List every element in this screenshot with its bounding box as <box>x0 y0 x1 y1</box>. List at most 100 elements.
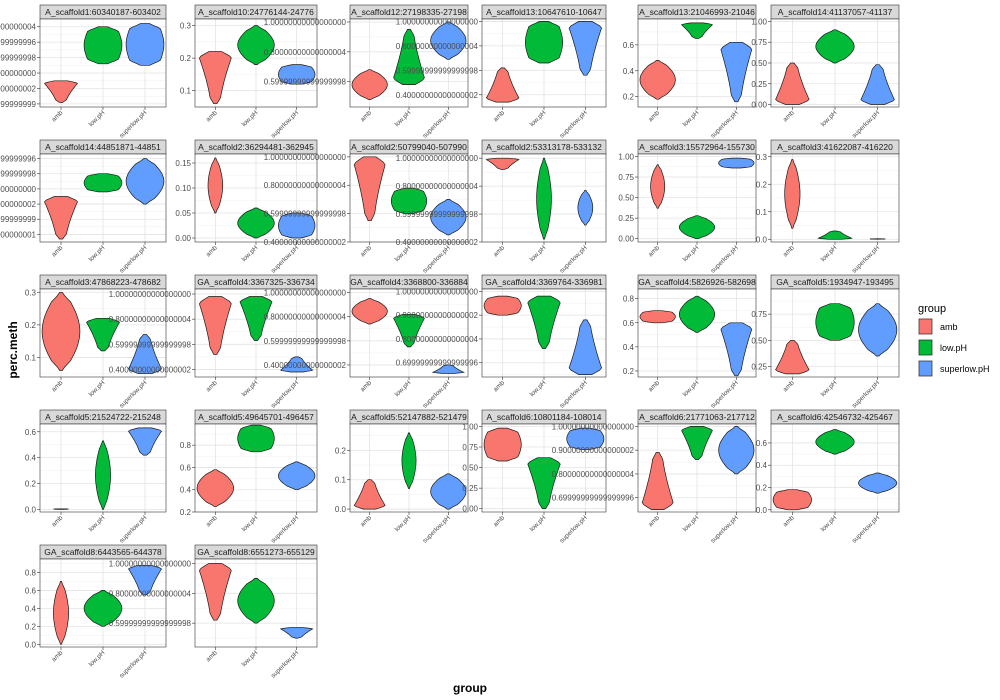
y-tick-label: 0.8 <box>623 295 635 304</box>
y-tick-label: 0.75 <box>618 173 634 182</box>
facet-panels: A_scaffold1:60340187-603402 0.29999999999… <box>0 4 900 680</box>
violin-low-ph <box>390 187 428 214</box>
x-tick-label: amb <box>647 109 661 123</box>
facet-title: GA_scaffold4:3367325-336734 <box>197 277 315 287</box>
y-tick-label: 0.0 <box>25 640 37 649</box>
violin-superlow-ph <box>860 64 895 105</box>
y-tick-label: 0.59999999999999998 <box>396 66 479 75</box>
y-tick-label: 0.3 <box>180 22 192 31</box>
facet-title: A_scaffold2:36294481-362945 <box>198 142 314 152</box>
y-tick-label: 0.69999999999999996 <box>0 155 37 164</box>
legend-swatch <box>918 339 933 356</box>
y-tick-label: 0.50 <box>462 464 478 473</box>
x-tick-label: superlow.pH <box>421 109 451 139</box>
x-tick-label: superlow.pH <box>118 379 148 409</box>
violin-amb <box>351 298 388 325</box>
violin-amb <box>199 563 232 621</box>
x-tick-label: amb <box>51 649 65 663</box>
x-tick-label: superlow.pH <box>118 514 148 544</box>
y-tick-label: 0.1 <box>25 353 37 362</box>
y-tick-label: 0.20000000000000001 <box>0 230 37 239</box>
x-tick-label: amb <box>51 379 65 393</box>
y-tick-label: 0.80000000000000004 <box>396 42 479 51</box>
y-tick-label: 0.40000000000000002 <box>264 361 347 370</box>
violin-low-ph <box>815 29 855 64</box>
violin-superlow-ph <box>279 356 314 373</box>
violin-superlow-ph <box>858 472 898 494</box>
x-tick-label: low.pH <box>529 379 548 398</box>
violin-low-ph <box>393 313 425 348</box>
x-tick-label: low.pH <box>682 379 701 398</box>
violin-amb <box>775 339 810 375</box>
y-tick-label: 0.2 <box>623 367 635 376</box>
y-tick-label: 0.2 <box>25 622 37 631</box>
y-tick-label: 0.6 <box>756 439 768 448</box>
facet-title: A_scaffold3:41622087-416220 <box>777 142 893 152</box>
x-tick-label: superlow.pH <box>709 244 739 274</box>
facet-panel: A_scaffold5:52147882-521479 0.0 0.1 0.2 amb l… <box>335 409 469 545</box>
x-tick-label: superlow.pH <box>558 244 588 274</box>
x-tick-label: amb <box>359 379 373 393</box>
y-tick-label: 0.1 <box>335 476 347 485</box>
y-tick-label: 0.50 <box>751 336 767 345</box>
violin-amb <box>207 157 224 214</box>
violin-amb <box>199 51 232 105</box>
x-tick-label: low.pH <box>241 244 260 263</box>
y-tick-label: 0.2 <box>756 483 768 492</box>
legend-label: amb <box>940 322 958 332</box>
x-tick-label: low.pH <box>820 109 839 128</box>
x-tick-label: low.pH <box>394 244 413 263</box>
facet-title: GA_scaffold8:6443565-644378 <box>44 547 162 557</box>
legend-label: superlow.pH <box>940 364 990 374</box>
violin-amb <box>775 62 810 105</box>
facet-title: A_scaffold1:60340187-603402 <box>45 7 161 17</box>
y-tick-label: 0.1 <box>756 208 768 217</box>
y-tick-label: 0.69999999999999996 <box>396 359 479 368</box>
y-tick-label: 1.00000000000000000 <box>264 18 347 27</box>
y-tick-label: 1.00000000000000000 <box>264 153 347 162</box>
y-tick-label: 0.80000000000000004 <box>264 48 347 57</box>
violin-low-ph <box>817 230 853 240</box>
y-tick-label: 0.59999999999999998 <box>0 170 37 179</box>
violin-amb <box>353 156 386 222</box>
y-axis-title: perc.meth <box>6 321 20 378</box>
y-tick-label: 1.00000000000000000 <box>396 17 479 26</box>
x-tick-label: superlow.pH <box>558 109 588 139</box>
facet-panel: A_scaffold10:24776144-24776 0.1 0.2 0.3 amb l… <box>180 4 318 140</box>
x-tick-label: superlow.pH <box>270 109 300 139</box>
x-tick-label: low.pH <box>820 514 839 533</box>
x-tick-label: amb <box>647 379 661 393</box>
y-tick-label: 0.25 <box>751 363 767 372</box>
violin-low-ph <box>401 432 417 489</box>
violin-superlow-ph <box>869 238 886 240</box>
violin-amb <box>196 469 234 507</box>
x-tick-label: low.pH <box>88 649 107 668</box>
violin-low-ph <box>525 21 563 64</box>
y-tick-label: 1.00000000000000000 <box>396 154 479 163</box>
facet-title: A_scaffold5:21524722-215248 <box>45 412 161 422</box>
x-tick-label: low.pH <box>682 514 701 533</box>
y-tick-label: 0.80000000000000004 <box>264 313 347 322</box>
y-tick-label: 0.80000000000000004 <box>396 335 479 344</box>
violin-amb <box>641 452 674 510</box>
x-tick-label: low.pH <box>682 244 701 263</box>
facet-panel: A_scaffold3:41622087-416220 0.0 0.1 0.2 0.3 a… <box>756 139 900 275</box>
x-tick-label: amb <box>205 514 219 528</box>
x-tick-label: amb <box>492 379 506 393</box>
x-tick-label: superlow.pH <box>709 514 739 544</box>
violin-amb <box>199 296 232 355</box>
legend-label: low.pH <box>940 343 967 353</box>
x-tick-label: amb <box>205 649 219 663</box>
x-tick-label: amb <box>51 514 65 528</box>
violin-superlow-ph <box>125 23 165 66</box>
y-tick-label: 0.2 <box>180 54 192 63</box>
y-tick-label: 0.29999999999999999 <box>0 100 37 109</box>
legend-swatch <box>918 318 933 335</box>
x-tick-label: amb <box>205 379 219 393</box>
y-tick-label: 0.4 <box>623 343 635 352</box>
facet-panel: GA_scaffold5:1934947-193495 0.25 0.50 0.75 a… <box>751 274 900 410</box>
facet-panel: A_scaffold13:10647610-10647 0.40000000000… <box>396 4 607 140</box>
violin-low-ph <box>815 429 855 455</box>
x-tick-label: superlow.pH <box>558 514 588 544</box>
